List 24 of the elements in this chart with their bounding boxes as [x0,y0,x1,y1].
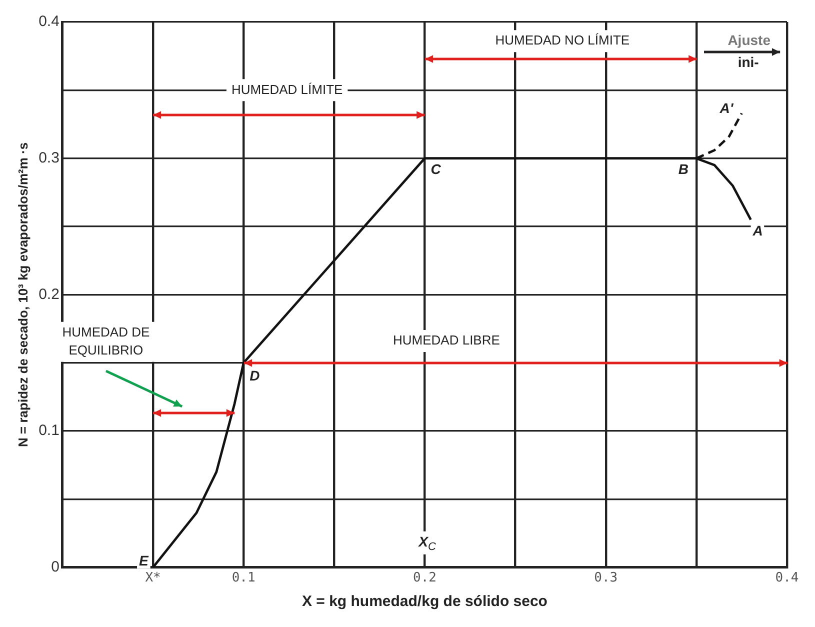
y-tick-label: 0 [51,558,60,576]
x-tick-label: 0.1 [232,570,256,586]
annotation: HUMEDAD LIBRE [393,332,500,348]
annotation: HUMEDAD DE EQUILIBRIO [62,324,150,358]
annotation: ini- [738,54,760,70]
annotation: B [678,161,689,178]
annotation: HUMEDAD LÍMITE [231,82,344,97]
x-axis-title: X = kg humedad/kg de sólido seco [302,593,548,610]
x-tick-label: X* [145,570,161,586]
x-tick-label: 0.3 [594,570,618,586]
annotation: E [139,552,150,568]
annotation: HUMEDAD NO LÍMITE [495,32,630,48]
x-tick-label: 0.2 [412,570,436,586]
y-tick-label: 0.3 [38,149,60,166]
annotation: C [430,161,442,178]
annotation: A' [718,100,734,116]
annotation: A [752,222,763,239]
annotation: D [250,368,260,384]
x-tick-label: 0.4 [775,570,799,586]
y-tick-label: 0.4 [38,13,60,30]
y-axis-title: N = rapidez de secado, 10³ kg evaporados/m²m ·s [15,142,30,447]
y-tick-label: 0.2 [38,286,60,303]
y-tick-label: 0.1 [38,422,60,440]
annotation: Ajuste [728,32,771,48]
